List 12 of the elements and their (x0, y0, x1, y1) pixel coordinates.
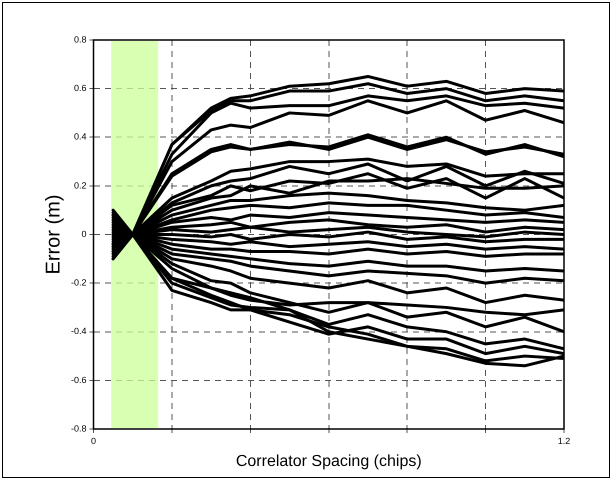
y-tick-label: -0.8 (70, 423, 87, 434)
y-axis-title: Error (m) (42, 194, 65, 274)
y-tick-label: -0.6 (70, 374, 87, 385)
y-tick-label: 0.2 (74, 180, 87, 190)
y-tick-label: 0.8 (74, 34, 87, 44)
y-tick-label: -0.4 (70, 326, 87, 336)
y-tick-label: 0.6 (74, 83, 87, 94)
x-axis-title: Correlator Spacing (chips) (236, 452, 422, 470)
y-tick-label: -0.2 (70, 278, 87, 288)
y-tick-label: 0.4 (74, 132, 87, 142)
y-tick-label: 0 (81, 228, 87, 239)
x-tick-label: 1.2 (558, 436, 570, 446)
